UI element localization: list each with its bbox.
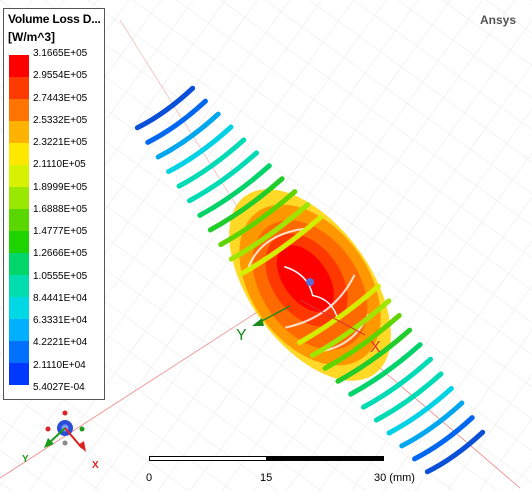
fin bbox=[176, 137, 247, 189]
legend-label: 2.1110E+04 bbox=[33, 359, 86, 371]
fin bbox=[348, 342, 423, 397]
legend-labels: 3.1665E+05 2.9554E+05 2.7443E+05 2.5332E… bbox=[33, 48, 87, 404]
legend-band bbox=[9, 253, 29, 275]
legend-band bbox=[9, 341, 29, 363]
scene-y-axis-label: Y bbox=[236, 327, 247, 344]
scale-tick: 0 bbox=[146, 472, 153, 484]
fin bbox=[218, 189, 298, 248]
legend-band bbox=[9, 77, 29, 99]
legend-band bbox=[9, 209, 29, 231]
fin bbox=[386, 385, 454, 436]
fin-stack bbox=[134, 85, 486, 475]
legend-band bbox=[9, 187, 29, 209]
fin bbox=[134, 85, 196, 131]
orientation-triad[interactable]: Y X bbox=[22, 410, 99, 472]
scale-tick: 15 bbox=[260, 472, 273, 484]
fin bbox=[309, 298, 392, 358]
fin bbox=[424, 429, 486, 475]
legend-label: 3.1665E+05 bbox=[33, 48, 88, 59]
legend-label: 8.4441E+04 bbox=[33, 292, 88, 304]
triad-x-label: X bbox=[92, 460, 99, 471]
legend-label: 1.2666E+05 bbox=[33, 248, 88, 260]
fin bbox=[166, 124, 234, 175]
legend-color-bar bbox=[9, 55, 29, 385]
fin bbox=[228, 202, 311, 262]
legend-band bbox=[9, 363, 29, 385]
fin bbox=[207, 176, 285, 233]
legend-label: 6.3331E+04 bbox=[33, 315, 88, 327]
legend-label: 2.9554E+05 bbox=[33, 70, 88, 82]
scale-bar: 0 15 30 (mm) bbox=[140, 452, 440, 488]
ansys-logo: Ansys bbox=[479, 13, 516, 27]
fin bbox=[399, 400, 465, 449]
legend-band bbox=[9, 319, 29, 341]
scene-x-axis-label: X bbox=[370, 339, 381, 356]
legend-unit: [W/m^3] bbox=[8, 30, 56, 44]
fin bbox=[373, 371, 444, 423]
legend-label: 1.0555E+05 bbox=[33, 270, 88, 282]
legend-band bbox=[9, 275, 29, 297]
y-axis-guide-line bbox=[0, 290, 291, 479]
scene-axes: Y X bbox=[236, 299, 381, 356]
fin bbox=[297, 283, 381, 346]
legend-band bbox=[9, 231, 29, 253]
scale-bar-white-segment bbox=[149, 456, 267, 461]
legend-band bbox=[9, 143, 29, 165]
legend-label: 1.4777E+05 bbox=[33, 226, 88, 238]
fin bbox=[155, 111, 221, 160]
legend-label: 2.1110E+05 bbox=[33, 159, 86, 171]
triad-y-label: Y bbox=[22, 454, 29, 465]
scale-bar-black-segment bbox=[266, 456, 384, 461]
origin-marker bbox=[306, 278, 314, 286]
legend-band bbox=[9, 99, 29, 121]
fin bbox=[145, 98, 208, 145]
scale-tick: 30 (mm) bbox=[374, 472, 415, 484]
fin bbox=[239, 214, 323, 277]
legend-label: 2.3221E+05 bbox=[33, 137, 88, 149]
legend-label: 4.2221E+04 bbox=[33, 337, 88, 349]
fin bbox=[360, 356, 434, 410]
fin bbox=[197, 163, 272, 218]
legend-band bbox=[9, 55, 29, 77]
legend-label: 2.5332E+05 bbox=[33, 114, 88, 126]
legend-panel: Volume Loss D... [W/m^3] 3.1665E+05 2.95… bbox=[3, 8, 105, 400]
fin bbox=[186, 150, 260, 204]
legend-label: 1.6888E+05 bbox=[33, 203, 88, 215]
legend-band bbox=[9, 121, 29, 143]
legend-band bbox=[9, 297, 29, 319]
legend-label: 2.7443E+05 bbox=[33, 92, 88, 104]
fin bbox=[322, 312, 402, 371]
legend-label: 5.4027E-04 bbox=[33, 381, 85, 393]
legend-title: Volume Loss D... bbox=[8, 12, 101, 26]
fin bbox=[335, 327, 413, 384]
legend-label: 1.8999E+05 bbox=[33, 181, 88, 193]
legend-band bbox=[9, 165, 29, 187]
fin bbox=[412, 415, 475, 462]
